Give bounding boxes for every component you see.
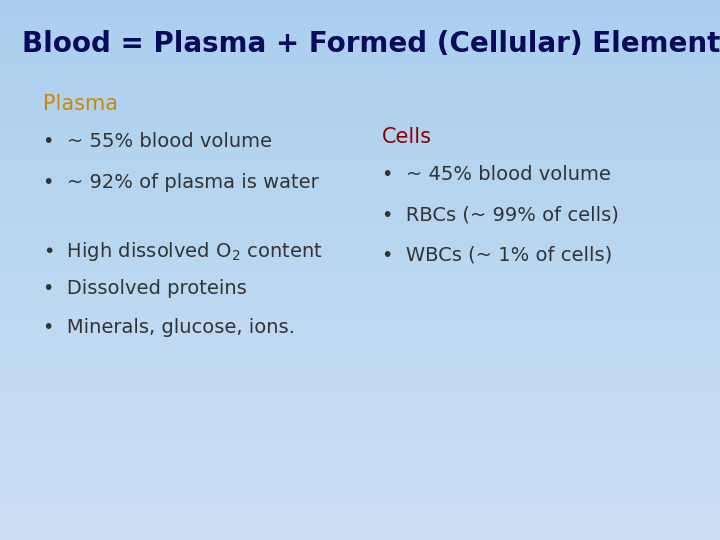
Text: •  ~ 92% of plasma is water: • ~ 92% of plasma is water: [43, 173, 319, 192]
Text: •  WBCs (~ 1% of cells): • WBCs (~ 1% of cells): [382, 246, 612, 265]
Text: Cells: Cells: [382, 127, 431, 147]
Text: •  ~ 55% blood volume: • ~ 55% blood volume: [43, 132, 272, 151]
Text: Blood = Plasma + Formed (Cellular) Elements: Blood = Plasma + Formed (Cellular) Eleme…: [22, 30, 720, 58]
Text: •  ~ 45% blood volume: • ~ 45% blood volume: [382, 165, 611, 184]
Text: •  RBCs (~ 99% of cells): • RBCs (~ 99% of cells): [382, 205, 618, 224]
Text: •  Minerals, glucose, ions.: • Minerals, glucose, ions.: [43, 318, 295, 337]
Text: Plasma: Plasma: [43, 94, 118, 114]
Text: •  Dissolved proteins: • Dissolved proteins: [43, 279, 247, 298]
Text: •  High dissolved O$_2$ content: • High dissolved O$_2$ content: [43, 240, 323, 264]
